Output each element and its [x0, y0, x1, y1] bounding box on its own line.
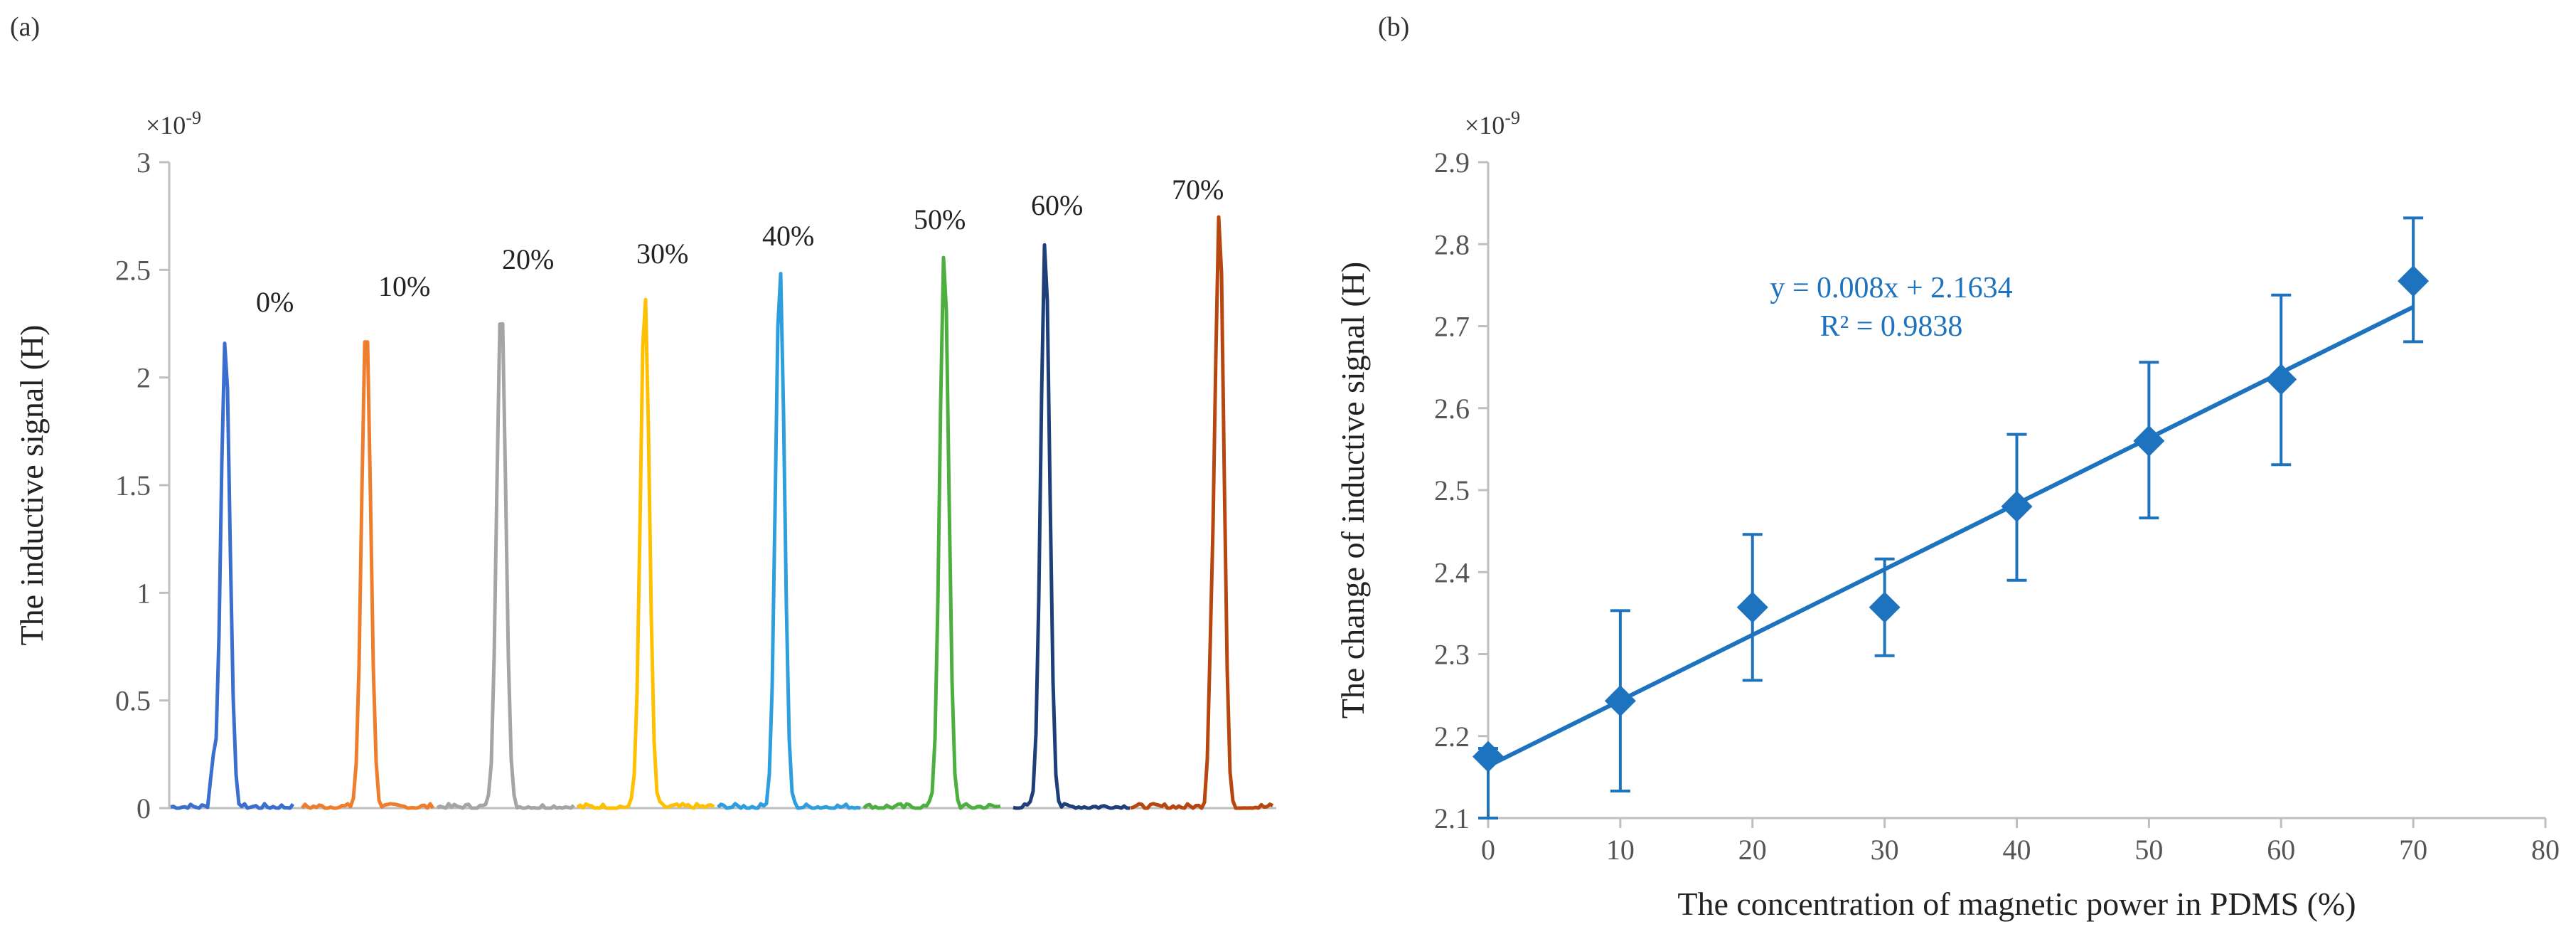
chart-a-y-tick-label: 1	[137, 577, 151, 609]
chart-a-y-axis-title: The inductive signal (H)	[14, 325, 50, 646]
chart-a-peak-label: 30%	[636, 238, 688, 270]
chart-b-y-tick-label: 2.7	[1434, 311, 1470, 343]
chart-b-x-tick-label: 10	[1606, 834, 1635, 866]
chart-a-series-60-percent	[1012, 243, 1130, 810]
chart-b-data-point	[1473, 741, 1504, 773]
chart-b-multiplier-exponent: -9	[1505, 107, 1520, 128]
chart-a-y-tick-label: 2	[137, 362, 151, 394]
chart-b: 2.1 2.2 2.3 2.4 2.5 2.6 2.7 2.8 2.9 0 10 20 30 40 50 6…	[1335, 107, 2560, 922]
chart-a-peak-label: 0%	[256, 286, 294, 318]
chart-b-x-tick-label: 40	[2003, 834, 2031, 866]
trendline-r-squared: R² = 0.9838	[1820, 310, 1963, 343]
chart-b-data-point	[2398, 265, 2430, 297]
chart-b-y-tick-label: 2.2	[1434, 721, 1470, 753]
chart-b-y-tick-label: 2.6	[1434, 393, 1470, 425]
chart-a-y-tick-label: 1.5	[115, 469, 151, 502]
chart-a-series-70-percent	[1130, 215, 1274, 810]
chart-b-y-tick-label: 2.8	[1434, 228, 1470, 260]
chart-a-y-tick-label: 0	[137, 792, 151, 824]
chart-b-y-tick-label: 2.9	[1434, 147, 1470, 179]
chart-b-multiplier-base: ×10	[1465, 111, 1505, 139]
chart-a-series-0-percent	[170, 341, 295, 810]
panel-a-label: (a)	[10, 12, 41, 42]
chart-b-data-point	[1869, 591, 1901, 623]
chart-b-y-tick-label: 2.4	[1434, 556, 1470, 588]
chart-b-x-tick-label: 0	[1481, 834, 1495, 866]
chart-a-peak-label: 10%	[378, 270, 430, 302]
chart-b-y-tick-label: 2.3	[1434, 639, 1470, 671]
chart-b-x-tick-label: 70	[2399, 834, 2427, 866]
chart-a-peak-label: 40%	[762, 220, 814, 252]
chart-a-series-50-percent	[862, 255, 1001, 810]
chart-b-trendline	[1487, 304, 2415, 768]
chart-a-series-30-percent	[576, 297, 715, 810]
chart-b-x-tick-label: 60	[2267, 834, 2295, 866]
chart-b-x-tick-label: 30	[1871, 834, 1899, 866]
chart-a-multiplier-exponent: -9	[186, 107, 201, 128]
chart-b-data-point	[1604, 685, 1636, 717]
chart-a-y-tick-label: 3	[137, 147, 151, 179]
chart-a-y-tick-label: 0.5	[115, 685, 151, 717]
chart-b-data-point	[1736, 591, 1768, 623]
chart-b-x-tick-label: 20	[1738, 834, 1767, 866]
chart-a-multiplier: ×10-9	[146, 107, 201, 139]
chart-b-x-axis-title: The concentration of magnetic power in P…	[1677, 886, 2356, 922]
trendline-equation: y = 0.008x + 2.1634	[1770, 272, 2012, 304]
panel-b-label: (b)	[1378, 12, 1410, 42]
chart-b-x-tick-label: 80	[2531, 834, 2560, 866]
chart-a-peak-label: 50%	[914, 203, 966, 235]
chart-b-y-tick-label: 2.5	[1434, 474, 1470, 506]
chart-b-y-axis-title: The change of inductive signal (H)	[1335, 262, 1371, 719]
chart-a: 0 0.5 1 1.5 2 2.5 3 0% 10% 20% 30% 40% 50% 60% 70% ×1…	[14, 107, 1276, 824]
chart-b-data-point	[2001, 491, 2033, 523]
chart-a-peak-label: 20%	[502, 243, 554, 275]
chart-a-peak-label: 60%	[1031, 189, 1083, 221]
chart-b-multiplier: ×10-9	[1465, 107, 1520, 139]
chart-b-x-tick-label: 50	[2134, 834, 2163, 866]
chart-a-multiplier-base: ×10	[146, 111, 186, 139]
chart-a-series-40-percent	[717, 272, 861, 810]
chart-a-y-tick-label: 2.5	[115, 254, 151, 286]
chart-b-data-point	[2133, 425, 2165, 457]
chart-a-series-10-percent	[301, 340, 435, 810]
chart-b-y-tick-label: 2.1	[1434, 802, 1470, 834]
chart-a-peak-label: 70%	[1172, 174, 1224, 206]
chart-b-data-point	[2265, 364, 2297, 396]
chart-a-series-20-percent	[436, 322, 575, 810]
